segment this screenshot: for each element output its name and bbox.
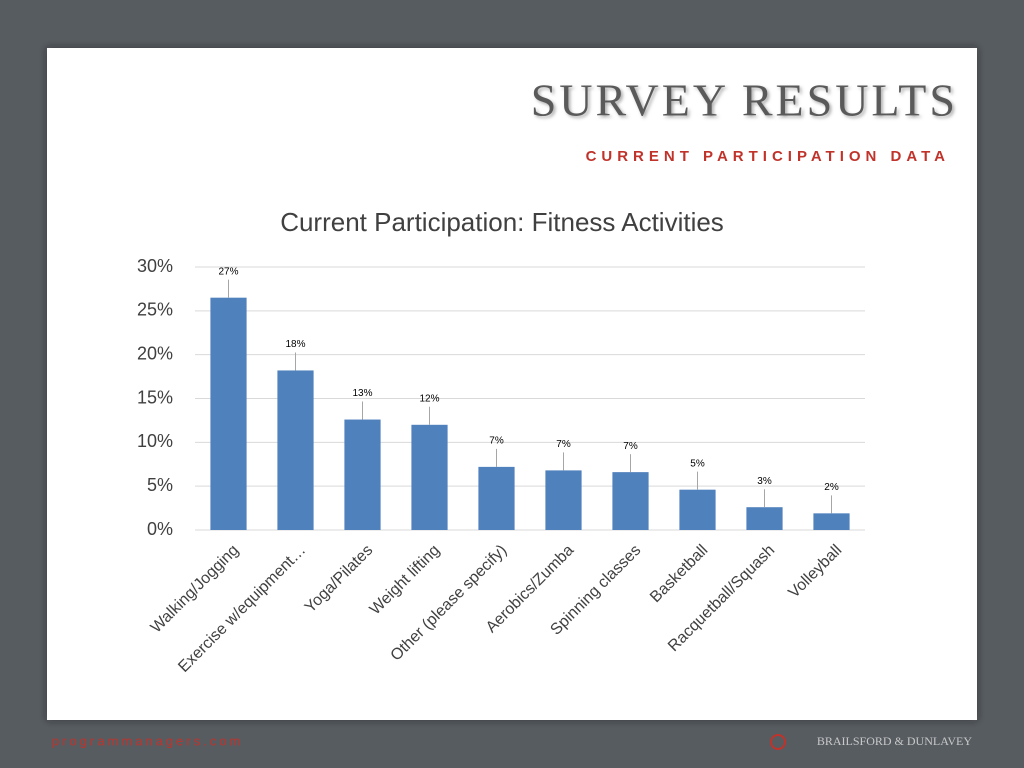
y-tick-label: 10%: [137, 431, 173, 451]
bar: [813, 513, 850, 530]
slide-title: SURVEY RESULTS: [531, 75, 958, 126]
data-label: 27%: [218, 266, 238, 277]
y-tick-label: 25%: [137, 300, 173, 320]
y-tick-label: 15%: [137, 387, 173, 407]
footer-right: BRAILSFORD & DUNLAVEY: [817, 734, 972, 748]
bar: [612, 472, 649, 530]
y-tick-label: 20%: [137, 343, 173, 363]
data-label: 2%: [824, 482, 839, 493]
data-label: 13%: [352, 388, 372, 399]
data-label: 7%: [489, 436, 504, 447]
y-tick-label: 0%: [147, 519, 173, 539]
bar: [545, 470, 582, 530]
bar: [411, 424, 448, 530]
bar: [679, 489, 716, 530]
data-label: 7%: [556, 439, 571, 450]
data-label: 3%: [757, 476, 772, 487]
data-label: 7%: [623, 441, 638, 452]
chart-title: Current Participation: Fitness Activitie…: [280, 207, 724, 237]
logo-icon: [770, 734, 786, 750]
slide-subtitle: CURRENT PARTICIPATION DATA: [586, 148, 950, 165]
data-label: 18%: [285, 339, 305, 350]
bar: [478, 466, 515, 530]
y-tick-label: 5%: [147, 475, 173, 495]
data-label: 5%: [690, 458, 705, 469]
bar: [746, 507, 783, 530]
bar: [344, 419, 381, 530]
bar: [277, 370, 314, 530]
y-tick-label: 30%: [137, 256, 173, 276]
data-label: 12%: [419, 393, 439, 404]
slide-panel: [47, 48, 977, 720]
footer-left: programmanagers.com: [52, 733, 243, 748]
bar: [210, 297, 247, 530]
